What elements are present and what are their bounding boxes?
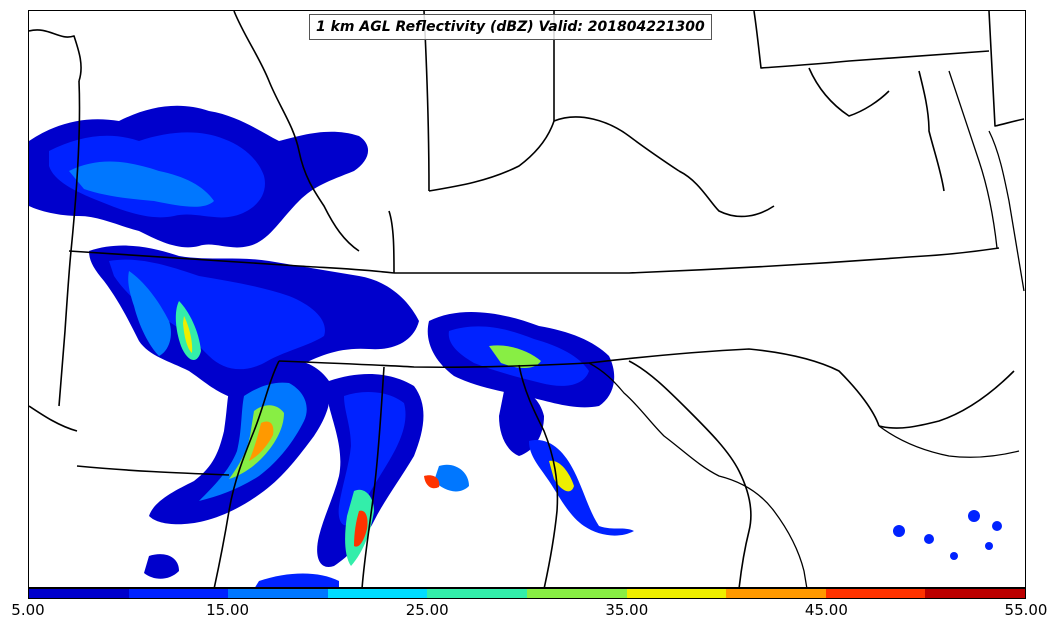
colorbar-segment: [327, 589, 428, 598]
reflectivity-map: [29, 11, 1025, 587]
reflectivity-field: [29, 105, 1002, 587]
colorbar-segment: [228, 589, 328, 598]
colorbar-segment: [626, 589, 727, 598]
state-boundaries: [29, 11, 1025, 587]
colorbar-segment: [427, 589, 527, 598]
colorbar-tick-label: 5.00: [11, 601, 45, 619]
map-title: 1 km AGL Reflectivity (dBZ) Valid: 20180…: [309, 14, 712, 40]
colorbar-segment: [526, 589, 627, 598]
colorbar-segment: [726, 589, 826, 598]
colorbar-tick-label: 35.00: [605, 601, 649, 619]
colorbar-segment: [825, 589, 926, 598]
colorbar-tick-label: 45.00: [804, 601, 848, 619]
map-frame: [28, 10, 1026, 588]
colorbar-tick-label: 55.00: [1004, 601, 1048, 619]
colorbar: [28, 588, 1026, 599]
colorbar-segment: [29, 589, 129, 598]
colorbar-segment: [128, 589, 229, 598]
coastline: [588, 70, 1025, 587]
colorbar-segment: [925, 589, 1025, 598]
colorbar-tick-label: 25.00: [405, 601, 449, 619]
colorbar-tick-label: 15.00: [206, 601, 250, 619]
